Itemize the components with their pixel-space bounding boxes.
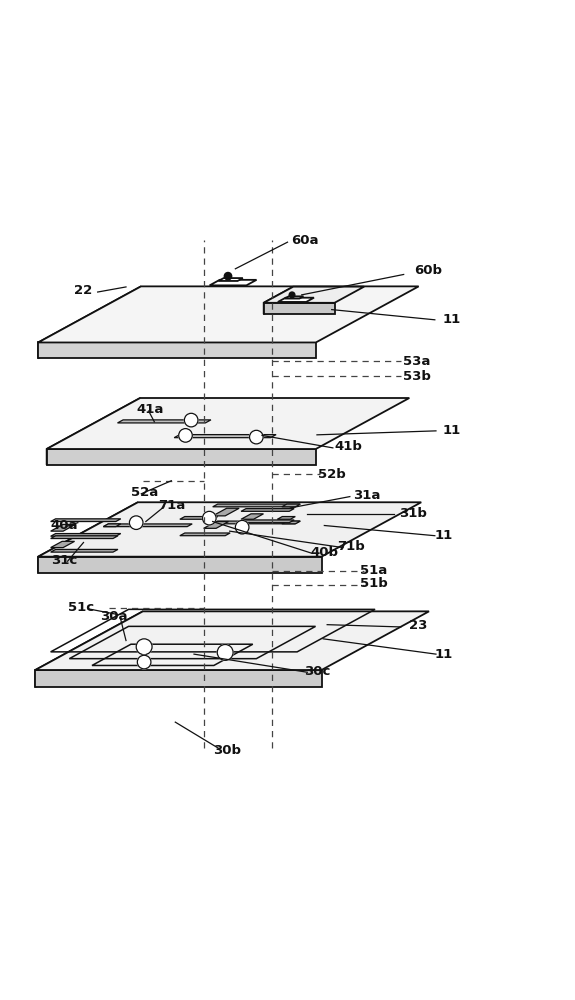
Polygon shape bbox=[104, 524, 121, 527]
Polygon shape bbox=[264, 287, 364, 303]
Circle shape bbox=[250, 430, 263, 444]
Text: 60a: 60a bbox=[291, 234, 318, 247]
Polygon shape bbox=[241, 514, 263, 519]
Polygon shape bbox=[213, 504, 300, 507]
Text: 11: 11 bbox=[443, 424, 461, 437]
Text: 52a: 52a bbox=[131, 486, 158, 499]
Text: 53b: 53b bbox=[402, 370, 431, 383]
Polygon shape bbox=[209, 280, 256, 285]
Polygon shape bbox=[282, 504, 300, 507]
Text: 30b: 30b bbox=[213, 744, 241, 757]
Polygon shape bbox=[38, 502, 421, 557]
Polygon shape bbox=[38, 557, 321, 573]
Text: 51a: 51a bbox=[360, 564, 387, 577]
Text: 11: 11 bbox=[434, 648, 453, 661]
Text: 51c: 51c bbox=[68, 601, 94, 614]
Polygon shape bbox=[38, 342, 316, 358]
Polygon shape bbox=[47, 449, 316, 465]
Circle shape bbox=[289, 292, 295, 298]
Polygon shape bbox=[213, 521, 300, 524]
Circle shape bbox=[217, 644, 233, 660]
Circle shape bbox=[137, 655, 151, 669]
Text: 40b: 40b bbox=[310, 546, 338, 559]
Polygon shape bbox=[51, 519, 121, 522]
Text: 31b: 31b bbox=[400, 507, 427, 520]
Text: 30c: 30c bbox=[304, 665, 331, 678]
Polygon shape bbox=[241, 509, 294, 511]
Circle shape bbox=[129, 516, 143, 529]
Text: 51b: 51b bbox=[360, 577, 388, 590]
Polygon shape bbox=[104, 524, 192, 527]
Text: 22: 22 bbox=[74, 284, 93, 297]
Text: 41a: 41a bbox=[137, 403, 164, 416]
Polygon shape bbox=[180, 517, 218, 519]
Polygon shape bbox=[213, 508, 239, 516]
Text: 40a: 40a bbox=[51, 519, 78, 532]
Polygon shape bbox=[51, 524, 75, 531]
Polygon shape bbox=[241, 520, 294, 523]
Polygon shape bbox=[35, 611, 429, 670]
Polygon shape bbox=[51, 534, 121, 536]
Polygon shape bbox=[35, 611, 143, 687]
Text: 31c: 31c bbox=[51, 554, 78, 567]
Circle shape bbox=[185, 413, 198, 427]
Polygon shape bbox=[35, 670, 321, 687]
Polygon shape bbox=[174, 435, 276, 438]
Text: 41b: 41b bbox=[335, 440, 363, 453]
Polygon shape bbox=[218, 278, 243, 281]
Circle shape bbox=[136, 639, 152, 655]
Text: 71a: 71a bbox=[158, 499, 186, 512]
Circle shape bbox=[179, 429, 192, 442]
Polygon shape bbox=[51, 549, 118, 552]
Polygon shape bbox=[264, 303, 335, 314]
Text: 71b: 71b bbox=[337, 540, 365, 553]
Polygon shape bbox=[264, 287, 293, 314]
Polygon shape bbox=[38, 502, 138, 573]
Circle shape bbox=[235, 520, 249, 534]
Polygon shape bbox=[117, 420, 211, 423]
Text: 11: 11 bbox=[443, 313, 461, 326]
Polygon shape bbox=[204, 522, 229, 528]
Text: 11: 11 bbox=[434, 529, 453, 542]
Text: 23: 23 bbox=[409, 619, 427, 632]
Polygon shape bbox=[285, 296, 304, 299]
Polygon shape bbox=[51, 536, 118, 539]
Polygon shape bbox=[282, 521, 300, 524]
Circle shape bbox=[224, 272, 232, 280]
Polygon shape bbox=[277, 517, 296, 519]
Text: 52b: 52b bbox=[318, 468, 346, 481]
Circle shape bbox=[202, 511, 216, 525]
Text: 31a: 31a bbox=[353, 489, 381, 502]
Polygon shape bbox=[180, 533, 230, 536]
Text: 30a: 30a bbox=[100, 610, 127, 623]
Polygon shape bbox=[47, 398, 140, 465]
Polygon shape bbox=[278, 298, 314, 302]
Polygon shape bbox=[38, 286, 141, 358]
Polygon shape bbox=[38, 286, 419, 342]
Text: 60b: 60b bbox=[414, 264, 442, 277]
Polygon shape bbox=[47, 398, 409, 449]
Polygon shape bbox=[51, 541, 75, 548]
Text: 53a: 53a bbox=[403, 355, 430, 368]
